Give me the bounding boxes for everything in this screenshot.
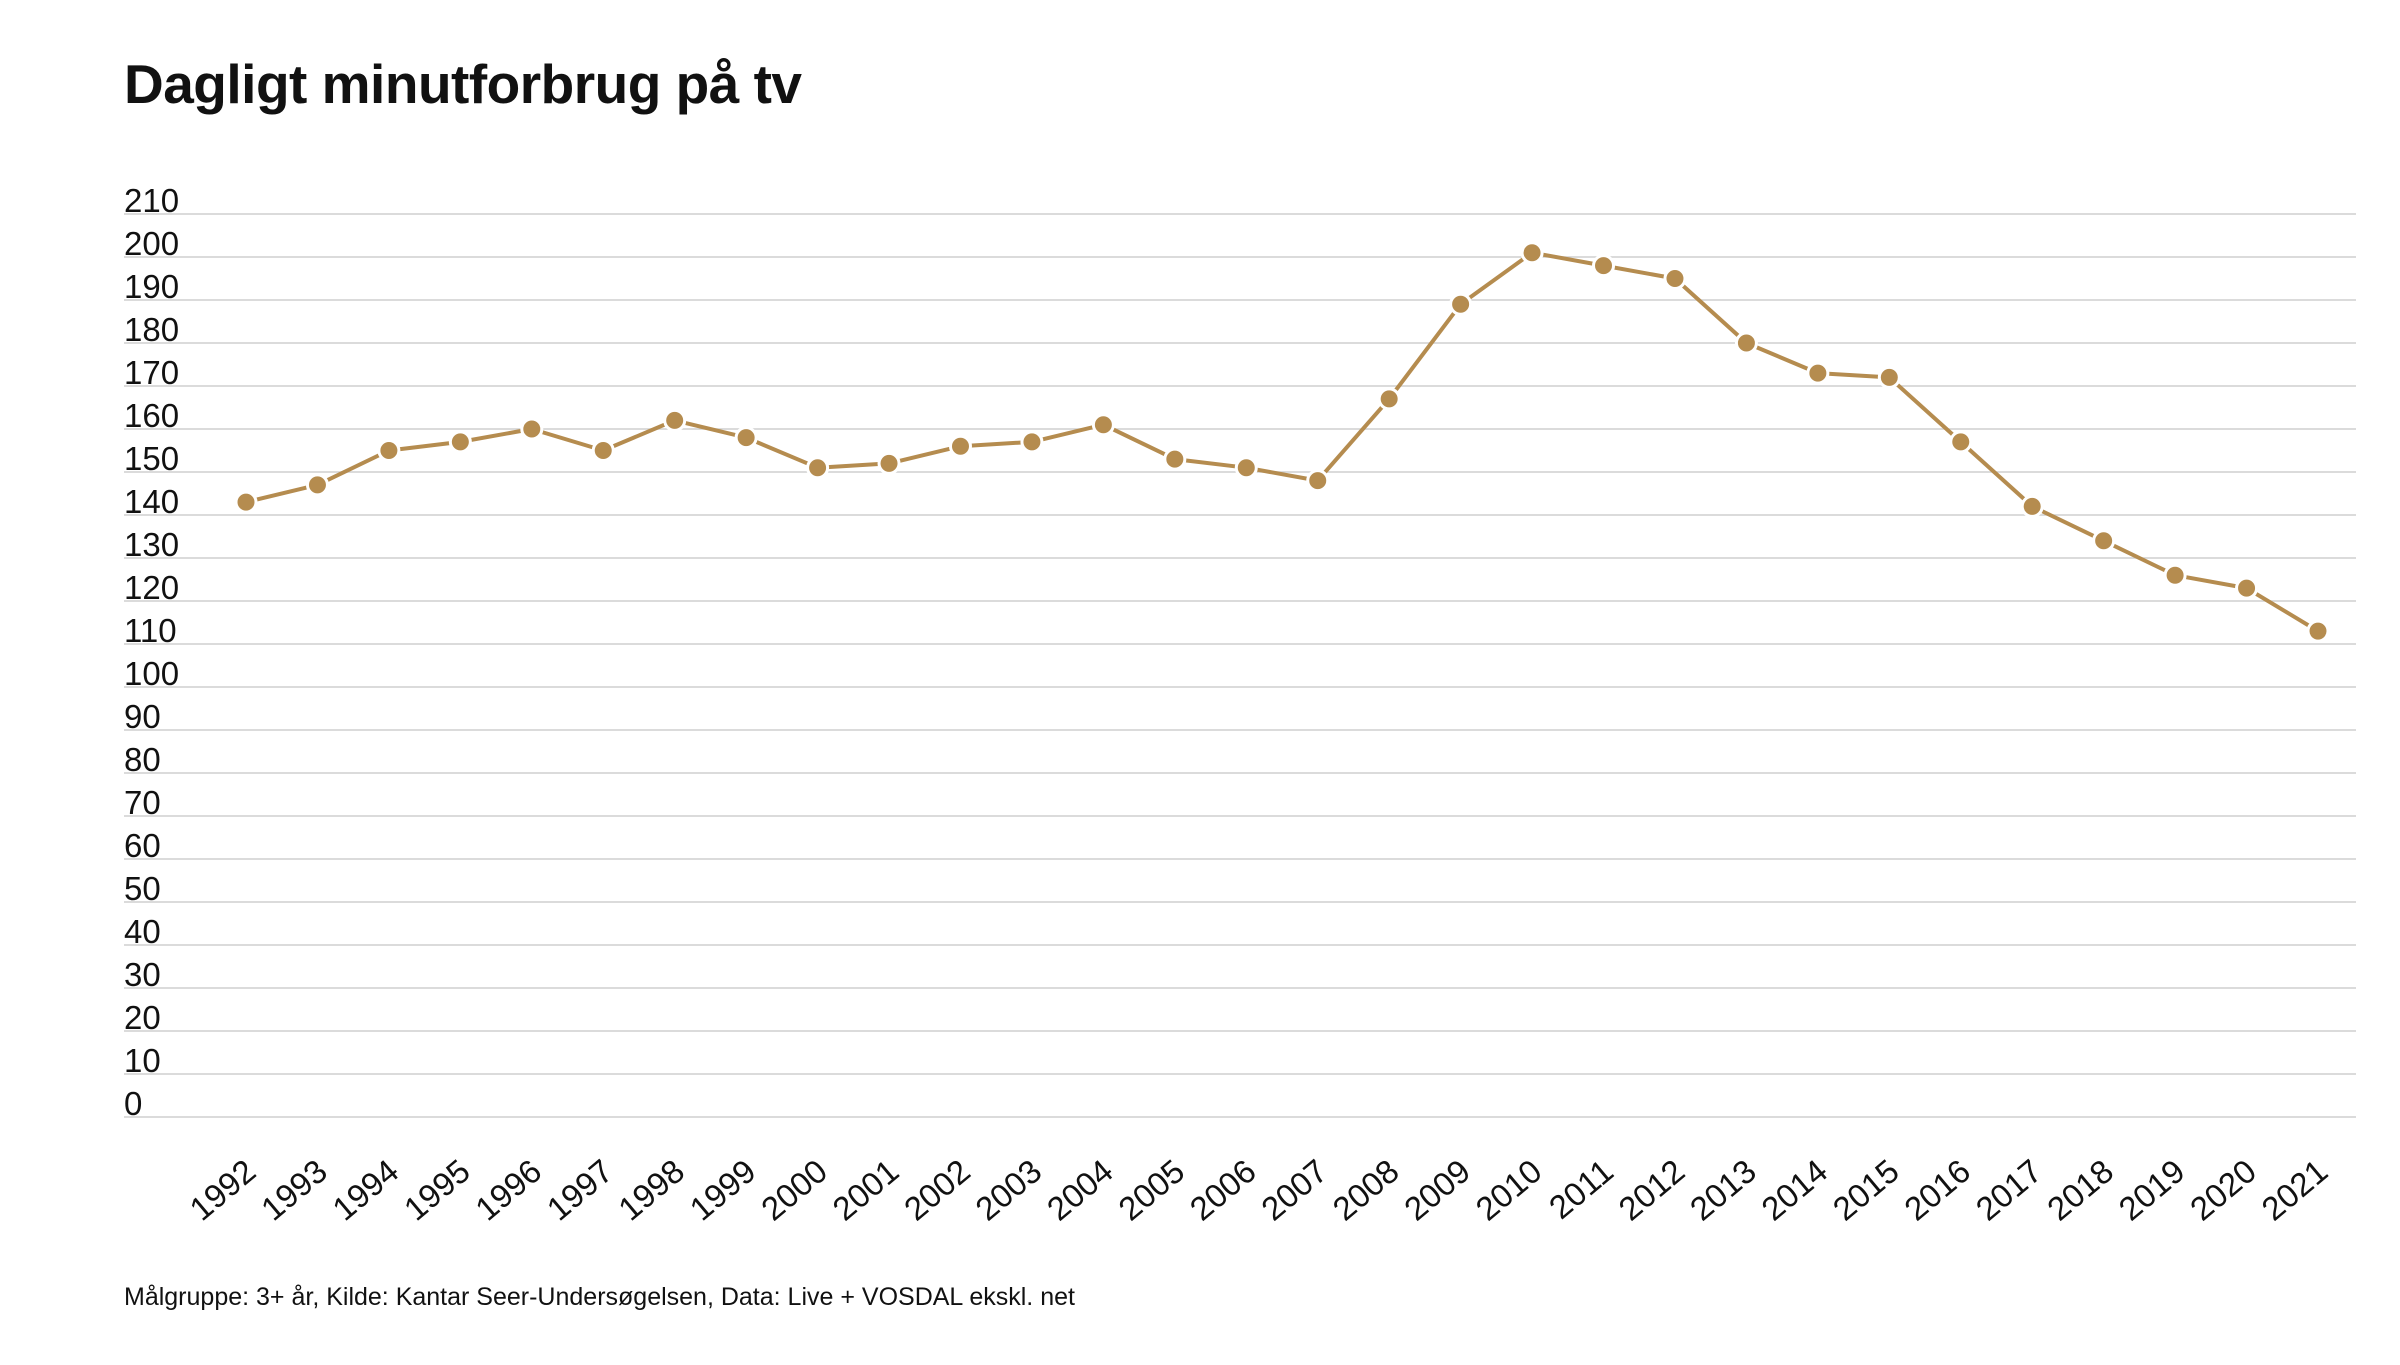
data-point	[1449, 292, 1473, 316]
data-point	[448, 430, 472, 454]
data-point	[1234, 456, 1258, 480]
data-point	[234, 490, 258, 514]
x-tick-label: 2021	[2254, 1152, 2334, 1228]
data-point	[305, 473, 329, 497]
data-points	[234, 241, 2330, 643]
series-line	[245, 250, 2320, 633]
x-tick-label: 2010	[1469, 1152, 1549, 1228]
x-tick-label: 2005	[1111, 1152, 1191, 1228]
chart-title: Dagligt minutforbrug på tv	[124, 53, 802, 115]
y-tick-label: 150	[124, 440, 179, 477]
x-tick-label: 1993	[254, 1152, 334, 1228]
y-axis-labels: 0 10 20 30 40 50 60 70 80 90 100 110 120 130 140 150 160…	[124, 182, 179, 1122]
x-tick-label: 1998	[611, 1152, 691, 1228]
x-tick-label: 2002	[897, 1152, 977, 1228]
x-tick-label: 1994	[325, 1152, 405, 1228]
x-tick-label: 2012	[1611, 1152, 1691, 1228]
x-tick-label: 2020	[2183, 1152, 2263, 1228]
x-tick-label: 1999	[683, 1152, 763, 1228]
data-point	[734, 426, 758, 450]
x-tick-label: 2001	[826, 1152, 906, 1228]
y-tick-label: 30	[124, 956, 161, 993]
y-tick-label: 190	[124, 268, 179, 305]
data-point	[1163, 447, 1187, 471]
data-point	[1663, 267, 1687, 290]
x-tick-label: 1996	[468, 1152, 548, 1228]
grid-lines	[124, 213, 2356, 1118]
data-point	[877, 451, 901, 475]
x-tick-label: 2016	[1897, 1152, 1977, 1228]
x-tick-label: 2011	[1542, 1152, 1620, 1226]
x-tick-label: 1995	[397, 1152, 477, 1228]
x-tick-label: 2017	[1969, 1152, 2049, 1228]
data-point	[1020, 430, 1044, 454]
y-tick-label: 200	[124, 225, 179, 262]
y-tick-label: 40	[124, 913, 161, 950]
y-tick-label: 60	[124, 827, 161, 864]
data-point	[2092, 529, 2116, 553]
data-point	[948, 434, 972, 458]
y-tick-label: 130	[124, 526, 179, 563]
data-point	[1306, 469, 1330, 493]
y-tick-label: 120	[124, 569, 179, 606]
y-tick-label: 180	[124, 311, 179, 348]
data-point	[1520, 241, 1544, 265]
y-tick-label: 160	[124, 397, 179, 434]
y-tick-label: 140	[124, 483, 179, 520]
x-tick-label: 2003	[968, 1152, 1048, 1228]
x-tick-label: 2014	[1754, 1152, 1834, 1228]
data-point	[806, 456, 830, 480]
source-note: Målgruppe: 3+ år, Kilde: Kantar Seer-Und…	[124, 1283, 1075, 1311]
data-point	[2235, 576, 2259, 600]
data-point	[520, 417, 544, 441]
y-tick-label: 110	[124, 612, 177, 649]
data-point	[1734, 331, 1758, 355]
data-point	[2020, 494, 2044, 518]
data-point	[377, 439, 401, 462]
x-tick-label: 2009	[1397, 1152, 1477, 1228]
data-point	[1806, 361, 1830, 385]
y-tick-label: 100	[124, 655, 179, 692]
y-tick-label: 50	[124, 870, 161, 907]
x-tick-label: 2004	[1040, 1152, 1120, 1228]
data-point	[1377, 387, 1401, 411]
x-tick-label: 2018	[2040, 1152, 2120, 1228]
y-tick-label: 20	[124, 999, 161, 1036]
series-line-layer	[245, 250, 2320, 633]
x-tick-label: 2015	[1826, 1152, 1906, 1228]
x-tick-label: 2006	[1183, 1152, 1263, 1228]
y-tick-label: 70	[124, 784, 161, 821]
x-tick-label: 2019	[2112, 1152, 2192, 1228]
data-point	[2163, 563, 2187, 587]
x-tick-label: 2007	[1254, 1152, 1334, 1228]
y-tick-label: 170	[124, 354, 179, 391]
x-tick-label: 2000	[754, 1152, 834, 1228]
y-tick-label: 210	[124, 182, 179, 219]
x-tick-label: 2008	[1326, 1152, 1406, 1228]
y-tick-label: 90	[124, 698, 161, 735]
y-tick-label: 10	[124, 1042, 161, 1079]
data-point	[1949, 430, 1973, 454]
data-point	[1592, 254, 1616, 278]
x-tick-label: 2013	[1683, 1152, 1763, 1228]
x-axis-labels: 1992199319941995199619971998199920002001…	[182, 1152, 2334, 1228]
x-tick-label: 1992	[182, 1152, 262, 1228]
data-point	[1877, 365, 1901, 389]
x-tick-label: 1997	[540, 1152, 620, 1228]
data-point	[1091, 413, 1115, 437]
data-point	[663, 408, 687, 432]
y-tick-label: 80	[124, 741, 161, 778]
y-tick-label: 0	[124, 1085, 142, 1122]
data-point	[591, 439, 615, 462]
data-point	[2306, 619, 2330, 643]
